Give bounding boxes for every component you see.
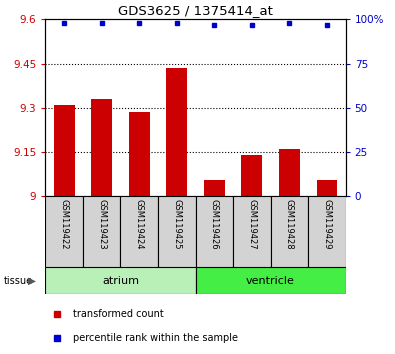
- Bar: [54, 105, 75, 196]
- Bar: [45, 196, 83, 267]
- Text: tissue: tissue: [4, 275, 33, 286]
- Text: GSM119424: GSM119424: [135, 199, 144, 249]
- Bar: [83, 196, 120, 267]
- Text: GSM119422: GSM119422: [60, 199, 69, 249]
- Text: ▶: ▶: [28, 275, 36, 286]
- Bar: [279, 149, 300, 196]
- Bar: [316, 180, 337, 196]
- Text: GSM119429: GSM119429: [322, 199, 331, 249]
- Text: ventricle: ventricle: [246, 275, 295, 286]
- Text: GSM119426: GSM119426: [210, 199, 219, 249]
- Bar: [45, 267, 196, 294]
- Text: GSM119427: GSM119427: [247, 199, 256, 249]
- Bar: [91, 99, 112, 196]
- Bar: [196, 267, 346, 294]
- Text: transformed count: transformed count: [73, 308, 164, 319]
- Bar: [241, 155, 262, 196]
- Text: GSM119428: GSM119428: [285, 199, 294, 249]
- Bar: [204, 180, 225, 196]
- Bar: [129, 113, 150, 196]
- Text: atrium: atrium: [102, 275, 139, 286]
- Bar: [120, 196, 158, 267]
- Bar: [166, 68, 187, 196]
- Bar: [158, 196, 196, 267]
- Text: percentile rank within the sample: percentile rank within the sample: [73, 333, 238, 343]
- Bar: [196, 196, 233, 267]
- Bar: [308, 196, 346, 267]
- Title: GDS3625 / 1375414_at: GDS3625 / 1375414_at: [118, 4, 273, 17]
- Bar: [233, 196, 271, 267]
- Text: GSM119423: GSM119423: [97, 199, 106, 249]
- Bar: [271, 196, 308, 267]
- Text: GSM119425: GSM119425: [172, 199, 181, 249]
